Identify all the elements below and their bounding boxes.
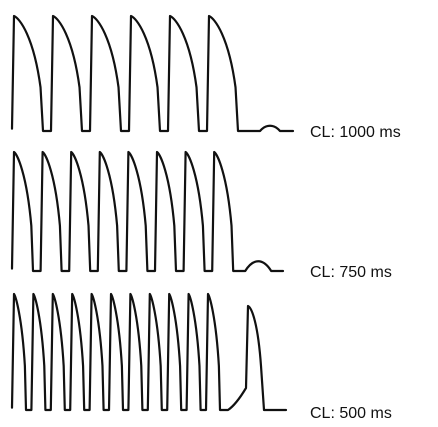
trace-cl-500: [10, 292, 288, 412]
panel-cl-1000: CL: 1000 ms: [10, 14, 401, 141]
label-cl-750: CL: 750 ms: [310, 264, 392, 281]
trace-cl-1000: [10, 14, 295, 133]
panel-cl-500: CL: 500 ms: [10, 292, 392, 422]
label-cl-500: CL: 500 ms: [310, 405, 392, 422]
panel-cl-750: CL: 750 ms: [10, 150, 392, 281]
trace-cl-750: [10, 150, 285, 273]
label-cl-1000: CL: 1000 ms: [310, 124, 401, 141]
